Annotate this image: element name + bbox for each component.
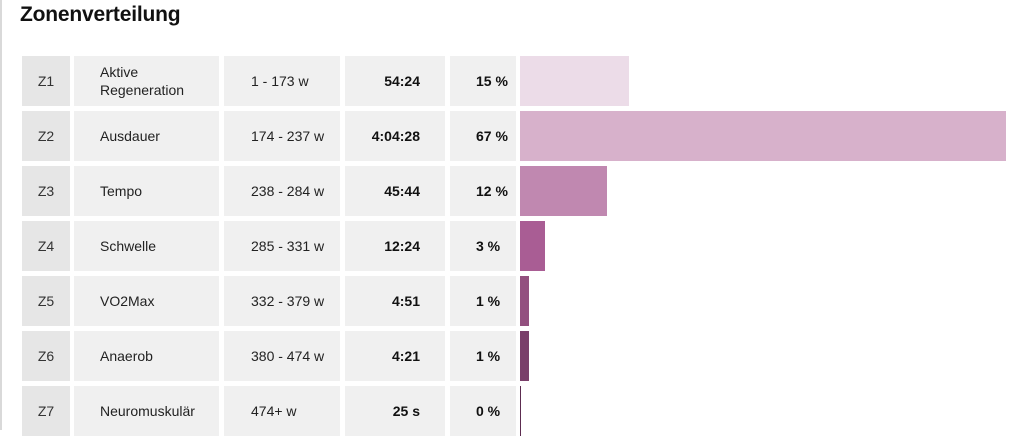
zone-power-range: 1 - 173 w: [224, 56, 340, 106]
zone-bar-track: [520, 386, 1008, 436]
zone-id: Z6: [22, 331, 70, 381]
zone-bar: [520, 276, 529, 326]
zone-id: Z2: [22, 111, 70, 161]
zone-bar: [520, 56, 629, 106]
zone-row: Z2 Ausdauer 174 - 237 w 4:04:28 67 %: [20, 111, 1010, 161]
zone-time: 25 s: [345, 386, 445, 436]
zone-distribution-table: Z1 Aktive Regeneration 1 - 173 w 54:24 1…: [20, 56, 1010, 441]
zone-time: 54:24: [345, 56, 445, 106]
zone-time: 4:04:28: [345, 111, 445, 161]
zone-bar: [520, 221, 545, 271]
zone-id: Z7: [22, 386, 70, 436]
zone-percent: 1 %: [450, 276, 516, 326]
zone-row: Z3 Tempo 238 - 284 w 45:44 12 %: [20, 166, 1010, 216]
zone-bar-track: [520, 276, 1008, 326]
zone-bar-track: [520, 111, 1008, 161]
zone-id: Z5: [22, 276, 70, 326]
zone-time: 4:51: [345, 276, 445, 326]
left-divider: [0, 0, 2, 430]
zone-percent: 0 %: [450, 386, 516, 436]
zone-row: Z7 Neuromuskulär 474+ w 25 s 0 %: [20, 386, 1010, 436]
zone-row: Z6 Anaerob 380 - 474 w 4:21 1 %: [20, 331, 1010, 381]
zone-percent: 67 %: [450, 111, 516, 161]
zone-name: Aktive Regeneration: [74, 56, 219, 106]
zone-time: 4:21: [345, 331, 445, 381]
zone-id: Z4: [22, 221, 70, 271]
zone-percent: 12 %: [450, 166, 516, 216]
zone-bar-track: [520, 221, 1008, 271]
zone-name: VO2Max: [74, 276, 219, 326]
zone-time: 45:44: [345, 166, 445, 216]
zone-time: 12:24: [345, 221, 445, 271]
zone-bar-track: [520, 331, 1008, 381]
zone-row: Z4 Schwelle 285 - 331 w 12:24 3 %: [20, 221, 1010, 271]
zone-power-range: 380 - 474 w: [224, 331, 340, 381]
zone-percent: 1 %: [450, 331, 516, 381]
zone-row: Z5 VO2Max 332 - 379 w 4:51 1 %: [20, 276, 1010, 326]
zone-power-range: 238 - 284 w: [224, 166, 340, 216]
zone-bar-track: [520, 56, 1008, 106]
zone-id: Z3: [22, 166, 70, 216]
zone-id: Z1: [22, 56, 70, 106]
zone-bar: [520, 386, 521, 436]
zone-row: Z1 Aktive Regeneration 1 - 173 w 54:24 1…: [20, 56, 1010, 106]
zone-bar: [520, 166, 607, 216]
zone-bar: [520, 111, 1006, 161]
zone-bar-track: [520, 166, 1008, 216]
zone-name: Schwelle: [74, 221, 219, 271]
zone-name: Anaerob: [74, 331, 219, 381]
zone-percent: 15 %: [450, 56, 516, 106]
zone-name: Ausdauer: [74, 111, 219, 161]
zone-percent: 3 %: [450, 221, 516, 271]
zone-power-range: 474+ w: [224, 386, 340, 436]
zone-bar: [520, 331, 529, 381]
section-title: Zonenverteilung: [20, 3, 181, 26]
zone-name: Neuromuskulär: [74, 386, 219, 436]
zone-power-range: 285 - 331 w: [224, 221, 340, 271]
zone-name: Tempo: [74, 166, 219, 216]
zone-power-range: 174 - 237 w: [224, 111, 340, 161]
zone-power-range: 332 - 379 w: [224, 276, 340, 326]
